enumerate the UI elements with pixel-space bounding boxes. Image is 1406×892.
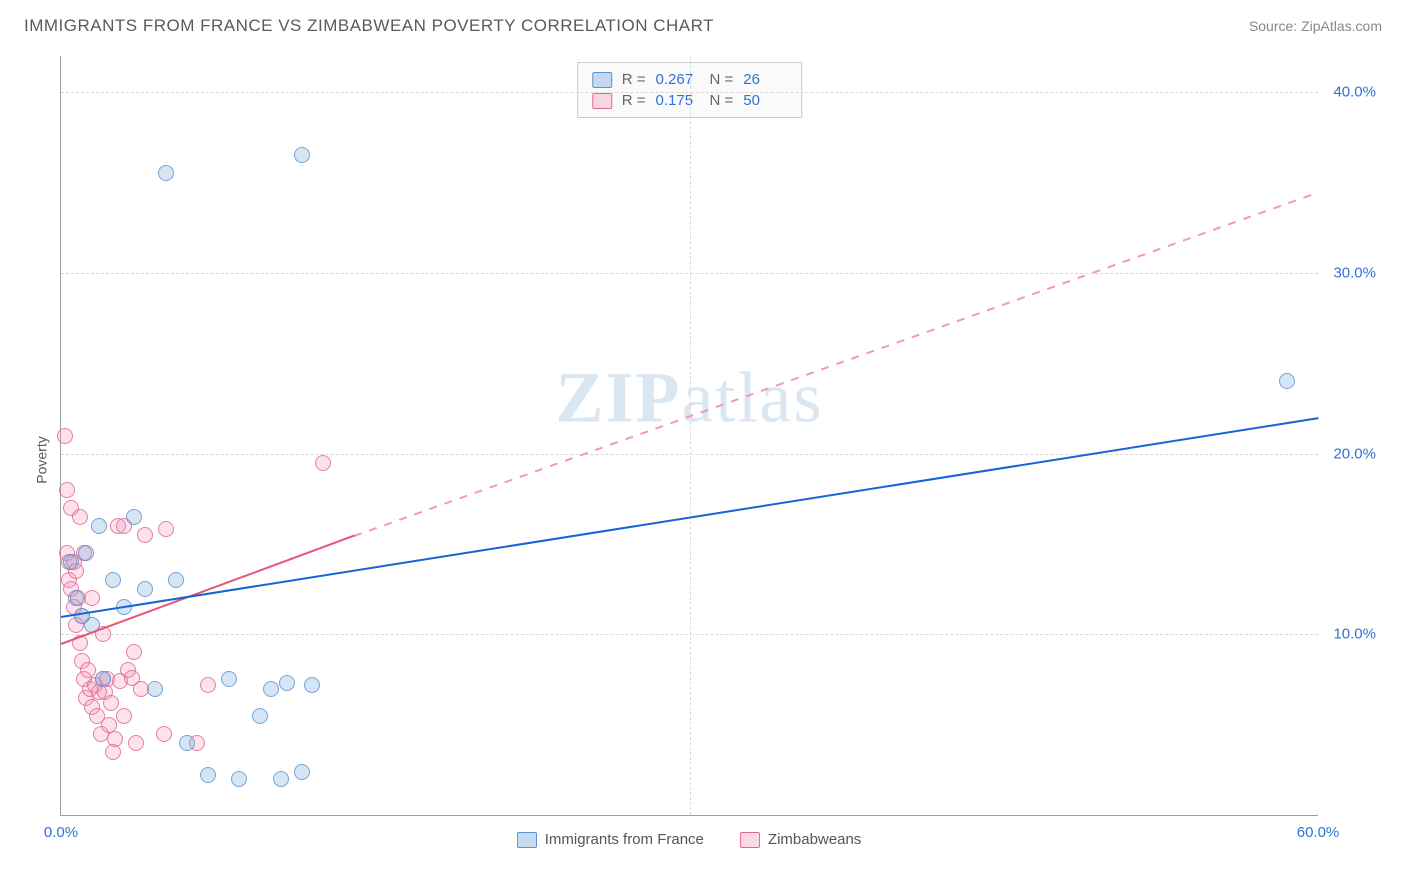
- legend-item: Zimbabweans: [740, 831, 861, 848]
- data-point: [91, 518, 107, 534]
- data-point: [137, 581, 153, 597]
- data-point: [252, 708, 268, 724]
- data-point: [231, 771, 247, 787]
- data-point: [179, 735, 195, 751]
- swatch-icon: [740, 832, 760, 848]
- r-label: R =: [622, 92, 646, 109]
- swatch-icon: [517, 832, 537, 848]
- data-point: [78, 545, 94, 561]
- data-point: [59, 482, 75, 498]
- legend-series: Immigrants from France Zimbabweans: [60, 831, 1318, 848]
- y-axis-label: Poverty: [34, 436, 50, 483]
- data-point: [95, 671, 111, 687]
- data-point: [84, 590, 100, 606]
- legend-label: Immigrants from France: [545, 831, 704, 848]
- chart-container: Poverty ZIPatlas R = 0.267 N = 26 R = 0.…: [24, 48, 1382, 872]
- plot-area: ZIPatlas R = 0.267 N = 26 R = 0.175 N = …: [60, 56, 1318, 816]
- data-point: [128, 735, 144, 751]
- data-point: [147, 681, 163, 697]
- data-point: [200, 767, 216, 783]
- trend-line: [354, 192, 1318, 537]
- data-point: [126, 509, 142, 525]
- data-point: [304, 677, 320, 693]
- n-label: N =: [710, 92, 734, 109]
- y-tick-label: 40.0%: [1333, 84, 1376, 101]
- data-point: [200, 677, 216, 693]
- data-point: [126, 644, 142, 660]
- y-tick-label: 10.0%: [1333, 626, 1376, 643]
- data-point: [103, 695, 119, 711]
- r-value: 0.175: [656, 92, 700, 109]
- data-point: [221, 671, 237, 687]
- data-point: [105, 572, 121, 588]
- data-point: [315, 455, 331, 471]
- data-point: [273, 771, 289, 787]
- data-point: [156, 726, 172, 742]
- data-point: [158, 521, 174, 537]
- data-point: [72, 509, 88, 525]
- legend-item: Immigrants from France: [517, 831, 704, 848]
- r-value: 0.267: [656, 71, 700, 88]
- data-point: [158, 165, 174, 181]
- n-value: 26: [743, 71, 787, 88]
- data-point: [279, 675, 295, 691]
- data-point: [68, 590, 84, 606]
- n-value: 50: [743, 92, 787, 109]
- data-point: [1279, 373, 1295, 389]
- data-point: [294, 764, 310, 780]
- trend-line: [61, 535, 355, 645]
- data-point: [263, 681, 279, 697]
- n-label: N =: [710, 71, 734, 88]
- chart-title: IMMIGRANTS FROM FRANCE VS ZIMBABWEAN POV…: [24, 16, 714, 36]
- legend-label: Zimbabweans: [768, 831, 861, 848]
- data-point: [133, 681, 149, 697]
- swatch-icon: [592, 72, 612, 88]
- source-label: Source: ZipAtlas.com: [1249, 18, 1382, 34]
- data-point: [63, 554, 79, 570]
- y-tick-label: 20.0%: [1333, 445, 1376, 462]
- data-point: [107, 731, 123, 747]
- data-point: [116, 708, 132, 724]
- swatch-icon: [592, 93, 612, 109]
- data-point: [137, 527, 153, 543]
- data-point: [57, 428, 73, 444]
- y-tick-label: 30.0%: [1333, 264, 1376, 281]
- data-point: [168, 572, 184, 588]
- data-point: [294, 147, 310, 163]
- r-label: R =: [622, 71, 646, 88]
